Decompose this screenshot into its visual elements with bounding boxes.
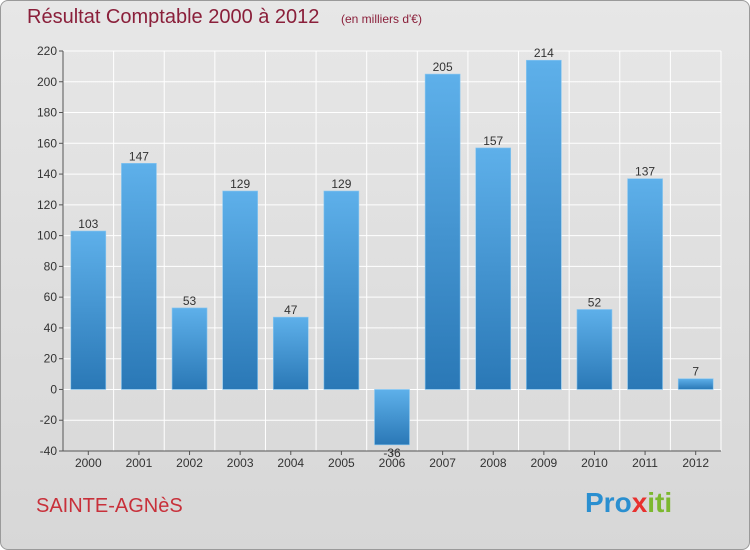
bar-2007 [424,73,461,390]
bar-2010 [576,309,613,390]
y-tick-label: -20 [40,413,58,427]
proxiti-logo[interactable]: Proxiti [585,487,672,519]
bar-2006 [374,389,410,446]
value-label-2009: 214 [534,46,554,60]
bar-2012 [677,378,714,390]
y-tick-label: 120 [37,198,57,212]
value-label-2000: 103 [78,217,98,231]
grid-lines [62,50,722,452]
location-name: SAINTE-AGNèS [36,495,183,517]
y-tick-label: 180 [37,106,57,120]
bar-2011 [627,178,663,390]
y-tick-label: 220 [37,44,57,58]
chart-title: Résultat Comptable 2000 à 2012 [27,6,320,28]
y-tick-label: 100 [37,229,57,243]
bar-2003 [222,190,258,390]
value-label-2011: 137 [635,165,655,179]
bar-2004 [272,316,309,390]
tick-labels: -40 -20 0 20 40 60 80 100 120 140 160 180 200 220 2000… [37,44,709,470]
y-tick-label: -40 [40,444,58,458]
bar-2000 [70,230,107,390]
value-label-2007: 205 [433,60,453,74]
y-tick-label: 0 [50,382,57,396]
logo-part-x: x [631,487,648,518]
value-label-2012: 7 [692,365,699,379]
bar-2005 [323,190,360,390]
bar-2002 [171,307,208,390]
bars [70,59,714,446]
y-tick-label: 20 [44,352,58,366]
x-tick-label-2010: 2010 [581,456,608,470]
x-tick-label-2006: 2006 [379,456,406,470]
y-tick-label: 200 [37,75,57,89]
x-tick-label-2002: 2002 [176,456,203,470]
chart-subtitle: (en milliers d'€) [341,12,422,26]
x-tick-label-2004: 2004 [277,456,304,470]
y-tick-label: 160 [37,136,57,150]
x-tick-label-2005: 2005 [328,456,355,470]
x-tick-label-2003: 2003 [227,456,254,470]
bar-2008 [475,147,512,390]
axes [59,50,721,455]
x-tick-label-2012: 2012 [682,456,709,470]
value-label-2005: 129 [331,177,351,191]
value-label-2008: 157 [483,134,503,148]
y-tick-label: 140 [37,167,57,181]
value-label-2010: 52 [588,295,602,309]
value-label-2001: 147 [129,149,149,163]
y-tick-label: 40 [44,321,58,335]
bar-2009 [526,59,562,390]
y-tick-label: 60 [44,290,58,304]
value-label-2003: 129 [230,177,250,191]
x-tick-label-2001: 2001 [126,456,153,470]
logo-part-pro: Pro [585,487,632,518]
logo-part-iti: iti [647,487,673,518]
x-tick-label-2000: 2000 [75,456,102,470]
x-tick-label-2007: 2007 [429,456,456,470]
value-labels: 103 147 53 129 47 129 -36 205 157 214 52 137 7 [78,46,699,460]
value-label-2004: 47 [284,303,298,317]
value-label-2006: -36 [383,446,401,460]
x-tick-label-2009: 2009 [530,456,557,470]
bar-2001 [121,163,157,390]
x-tick-label-2008: 2008 [480,456,507,470]
value-label-2002: 53 [183,294,197,308]
y-tick-label: 80 [44,259,58,273]
x-tick-label-2011: 2011 [632,456,658,470]
